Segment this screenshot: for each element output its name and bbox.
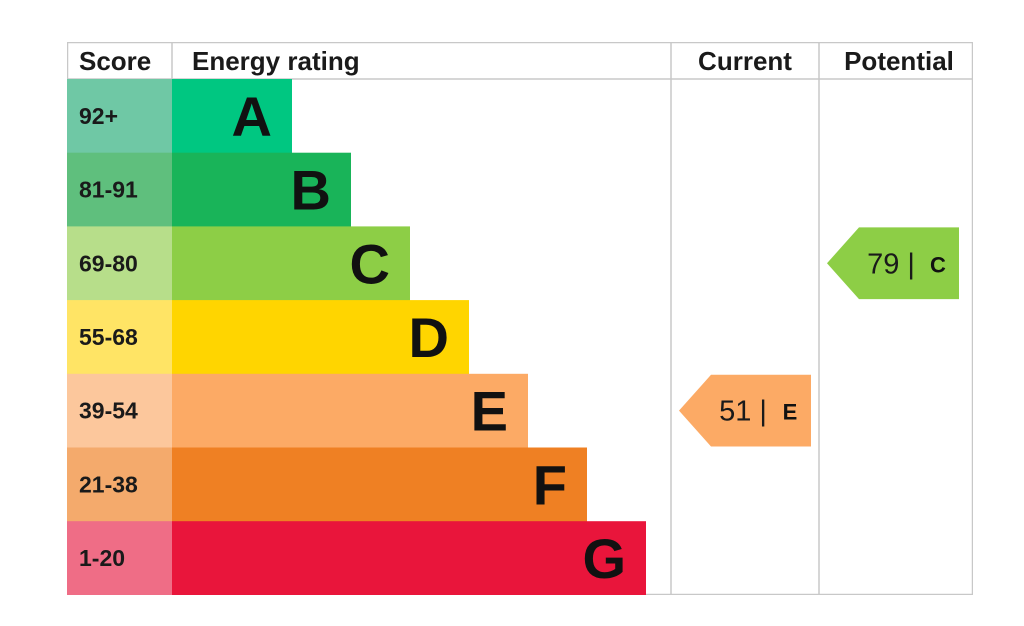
- band-letter-c: C: [350, 232, 390, 295]
- score-cell-c: [67, 226, 172, 301]
- header-potential: Potential: [844, 46, 954, 76]
- score-cell-f: [67, 447, 172, 522]
- rating-bands: 92+ A 81-91 B 69-80 C 55-68 D 39-54 E 21-38 F 1-20 G: [67, 79, 646, 595]
- score-label-a: 92+: [79, 103, 118, 129]
- current-indicator-band: E: [783, 400, 798, 425]
- potential-indicator-value: 79 |: [867, 248, 915, 280]
- band-bar-d: [172, 300, 469, 375]
- potential-indicator-arrow: [827, 227, 959, 300]
- band-letter-f: F: [533, 453, 567, 516]
- score-cell-e: [67, 373, 172, 448]
- rating-indicators: 51 | E 79 | C: [679, 227, 959, 447]
- current-indicator-arrow: [679, 374, 811, 447]
- potential-indicator-band: C: [930, 252, 946, 277]
- score-label-c: 69-80: [79, 250, 138, 276]
- band-bar-b: [172, 152, 351, 227]
- score-cell-a: [67, 79, 172, 154]
- band-bar-g: [172, 521, 646, 595]
- epc-chart: Score Energy rating Current Potential 92…: [67, 42, 973, 595]
- score-label-f: 21-38: [79, 471, 138, 497]
- band-bar-f: [172, 447, 587, 522]
- band-letter-b: B: [291, 159, 331, 222]
- band-letter-g: G: [582, 527, 626, 590]
- score-label-e: 39-54: [79, 398, 138, 424]
- header-score: Score: [79, 46, 151, 76]
- band-bar-c: [172, 226, 410, 301]
- score-cell-d: [67, 300, 172, 375]
- score-label-b: 81-91: [79, 177, 138, 203]
- score-cell-g: [67, 521, 172, 595]
- score-cell-b: [67, 152, 172, 227]
- score-label-g: 1-20: [79, 545, 125, 571]
- header-current: Current: [698, 46, 792, 76]
- score-label-d: 55-68: [79, 324, 138, 350]
- band-bar-a: [172, 79, 292, 154]
- band-letter-d: D: [409, 306, 449, 369]
- header-energy-rating: Energy rating: [192, 46, 360, 76]
- band-letter-e: E: [471, 380, 508, 443]
- band-letter-a: A: [232, 85, 272, 148]
- epc-chart-svg: Score Energy rating Current Potential 92…: [67, 42, 973, 595]
- band-bar-e: [172, 373, 528, 448]
- current-indicator-value: 51 |: [719, 396, 767, 428]
